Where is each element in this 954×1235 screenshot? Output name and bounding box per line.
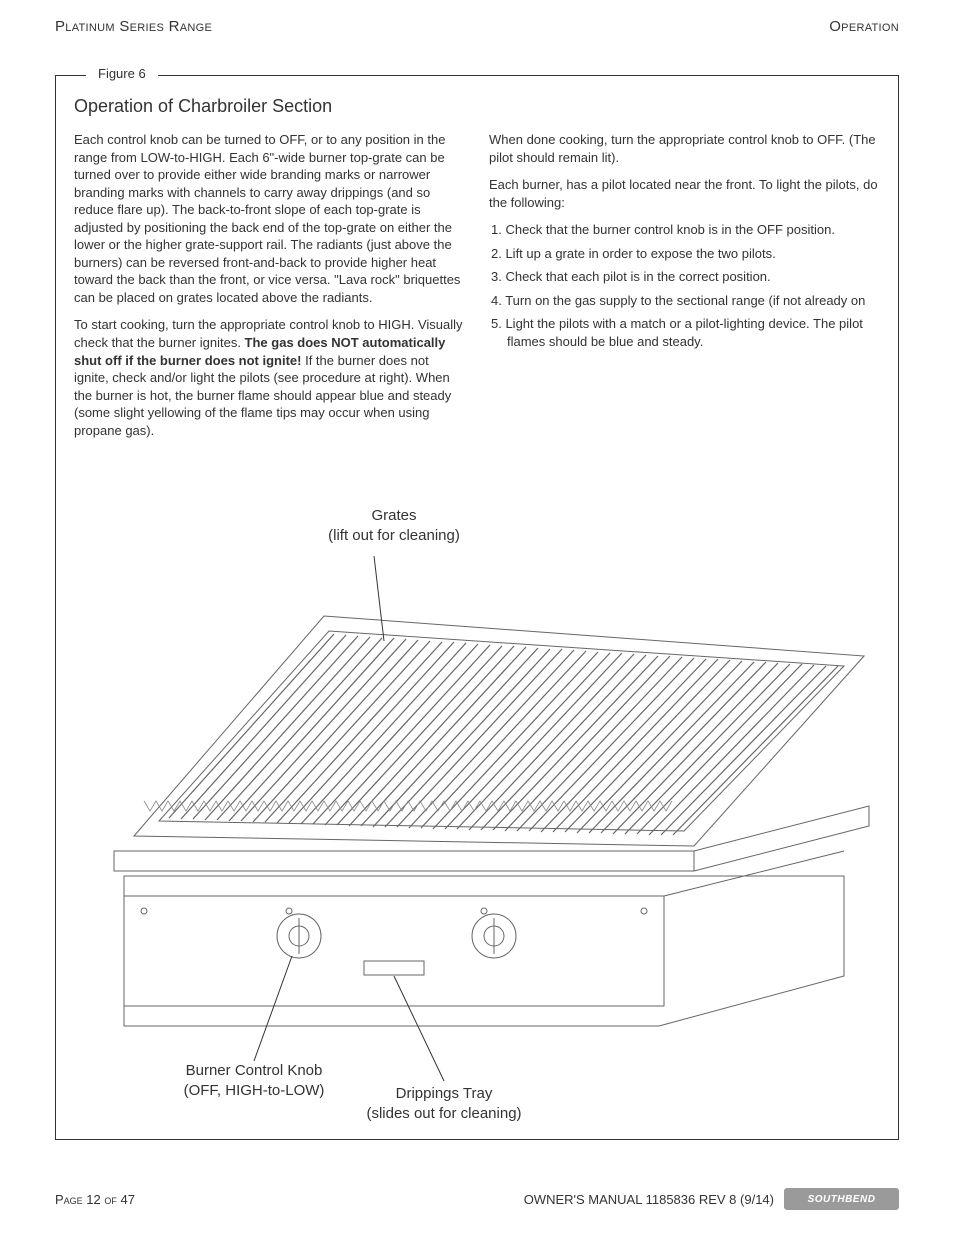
label-line: Burner Control Knob [186,1062,323,1079]
figure-container: Figure 6 Operation of Charbroiler Sectio… [55,75,899,1140]
step-5: 5. Light the pilots with a match or a pi… [491,315,880,350]
header-section: Operation [829,18,899,35]
southbend-logo: SOUTHBEND [784,1188,899,1210]
page-header: Platinum Series Range Operation [0,0,954,45]
label-line: (OFF, HIGH-to-LOW) [184,1082,325,1099]
paragraph-pilot-intro: Each burner, has a pilot located near th… [489,176,880,211]
charbroiler-svg [74,506,882,1126]
charbroiler-diagram: Grates (lift out for cleaning) [74,506,880,1121]
label-line: (slides out for cleaning) [366,1105,521,1122]
figure-title: Operation of Charbroiler Section [74,96,332,117]
step-3: 3. Check that each pilot is in the corre… [491,268,880,286]
paragraph-done-cooking: When done cooking, turn the appropriate … [489,131,880,166]
paragraph-start-cooking: To start cooking, turn the appropriate c… [74,316,465,439]
footer-right: OWNER'S MANUAL 1185836 REV 8 (9/14) SOUT… [524,1188,899,1210]
manual-revision: OWNER'S MANUAL 1185836 REV 8 (9/14) [524,1192,774,1207]
text-columns: Each control knob can be turned to OFF, … [74,131,880,449]
label-line: (lift out for cleaning) [328,527,460,544]
step-2: 2. Lift up a grate in order to expose th… [491,245,880,263]
page-number: Page 12 of 47 [55,1192,135,1207]
paragraph-description: Each control knob can be turned to OFF, … [74,131,465,306]
label-line: Grates [371,507,416,524]
header-product: Platinum Series Range [55,18,212,35]
right-column: When done cooking, turn the appropriate … [489,131,880,449]
label-drippings-tray: Drippings Tray (slides out for cleaning) [334,1084,554,1123]
step-1: 1. Check that the burner control knob is… [491,221,880,239]
step-4: 4. Turn on the gas supply to the section… [491,292,880,310]
figure-number-tab: Figure 6 [86,66,158,81]
left-column: Each control knob can be turned to OFF, … [74,131,465,449]
page-footer: Page 12 of 47 OWNER'S MANUAL 1185836 REV… [55,1188,899,1210]
pilot-steps-list: 1. Check that the burner control knob is… [491,221,880,350]
label-grates: Grates (lift out for cleaning) [284,506,504,545]
label-control-knob: Burner Control Knob (OFF, HIGH-to-LOW) [144,1061,364,1100]
label-line: Drippings Tray [396,1085,493,1102]
